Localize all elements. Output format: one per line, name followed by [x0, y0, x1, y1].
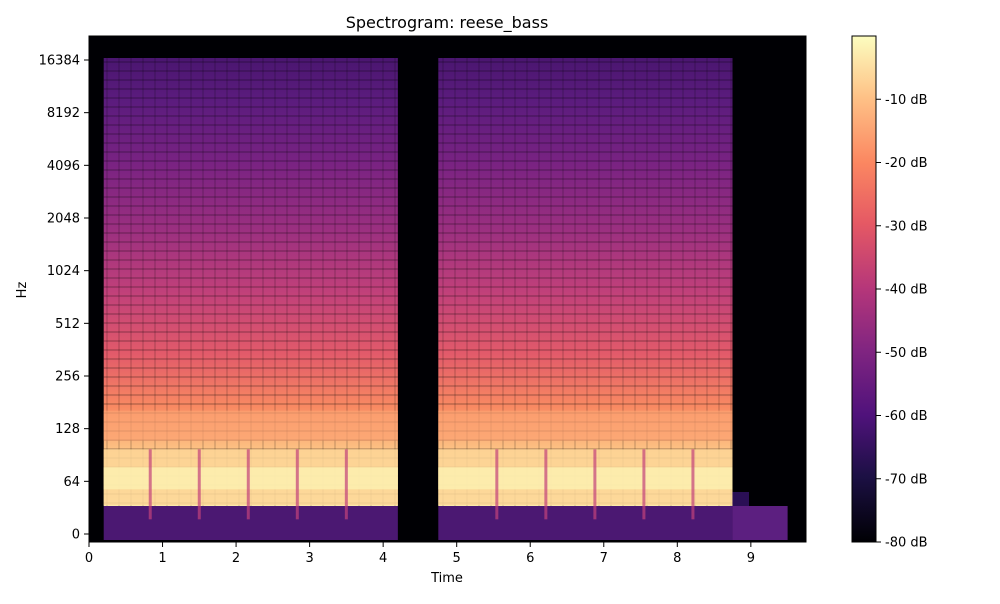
dc-band [438, 506, 733, 540]
colorbar-tick-label: -30 dB [885, 219, 928, 234]
dc-band [103, 506, 398, 540]
beat-seam [691, 449, 695, 520]
y-tick-label: 64 [63, 475, 80, 490]
y-tick-label: 256 [55, 370, 80, 385]
x-tick-label: 3 [305, 551, 313, 566]
fundamental-core [438, 467, 733, 490]
colorbar-tick-label: -60 dB [885, 409, 928, 424]
beat-seam [593, 449, 597, 520]
plot-frame [88, 35, 807, 543]
y-tick-label: 0 [72, 528, 80, 543]
beat-seam [344, 449, 348, 520]
x-axis-label: Time [430, 571, 463, 586]
colorbar-tick-label: -10 dB [885, 93, 928, 108]
y-axis-label: Hz [15, 282, 30, 299]
y-tick-label: 8192 [47, 106, 80, 121]
harmonic-band [438, 410, 733, 441]
beat-seam [295, 449, 299, 520]
colorbar-tick-label: -80 dB [885, 536, 928, 551]
y-tick-label: 2048 [47, 212, 80, 227]
beat-seam [642, 449, 646, 520]
x-tick-label: 7 [600, 551, 608, 566]
spectrogram-segment [438, 58, 733, 540]
y-tick-label: 1024 [47, 264, 80, 279]
tail-band [732, 506, 788, 540]
beat-seam [495, 449, 499, 520]
x-tick-label: 2 [232, 551, 240, 566]
colorbar-tick-label: -50 dB [885, 346, 928, 361]
y-tick-label: 16384 [39, 54, 80, 69]
beat-seam [197, 449, 201, 520]
x-tick-label: 4 [379, 551, 387, 566]
x-tick-label: 9 [747, 551, 755, 566]
beat-seam [148, 449, 152, 520]
tail-fade [732, 492, 750, 506]
x-axis: 0 1 2 3 4 5 6 7 8 9 [85, 542, 755, 566]
beat-seam [246, 449, 250, 520]
x-tick-label: 0 [85, 551, 93, 566]
colorbar-tick-label: -40 dB [885, 283, 928, 298]
chart-title: Spectrogram: reese_bass [346, 13, 549, 33]
beat-seam [544, 449, 548, 520]
x-tick-label: 1 [158, 551, 166, 566]
colorbar: -10 dB -20 dB -30 dB -40 dB -50 dB -60 dB -70 … [851, 35, 928, 551]
y-tick-label: 4096 [47, 159, 80, 174]
fundamental-core [103, 467, 398, 490]
x-tick-label: 8 [673, 551, 681, 566]
y-tick-label: 512 [55, 317, 80, 332]
colorbar-tick-label: -70 dB [885, 472, 928, 487]
x-tick-label: 6 [526, 551, 534, 566]
colorbar-gradient [851, 35, 877, 543]
spectrogram-tail [732, 492, 788, 540]
y-axis: 0 64 128 256 512 1024 2048 4096 8192 16384 [39, 54, 89, 543]
spectrogram-segment [103, 58, 398, 540]
colorbar-tick-label: -20 dB [885, 156, 928, 171]
y-tick-label: 128 [55, 422, 80, 437]
plot-area [89, 36, 806, 542]
x-tick-label: 5 [453, 551, 461, 566]
harmonic-band [103, 410, 398, 441]
